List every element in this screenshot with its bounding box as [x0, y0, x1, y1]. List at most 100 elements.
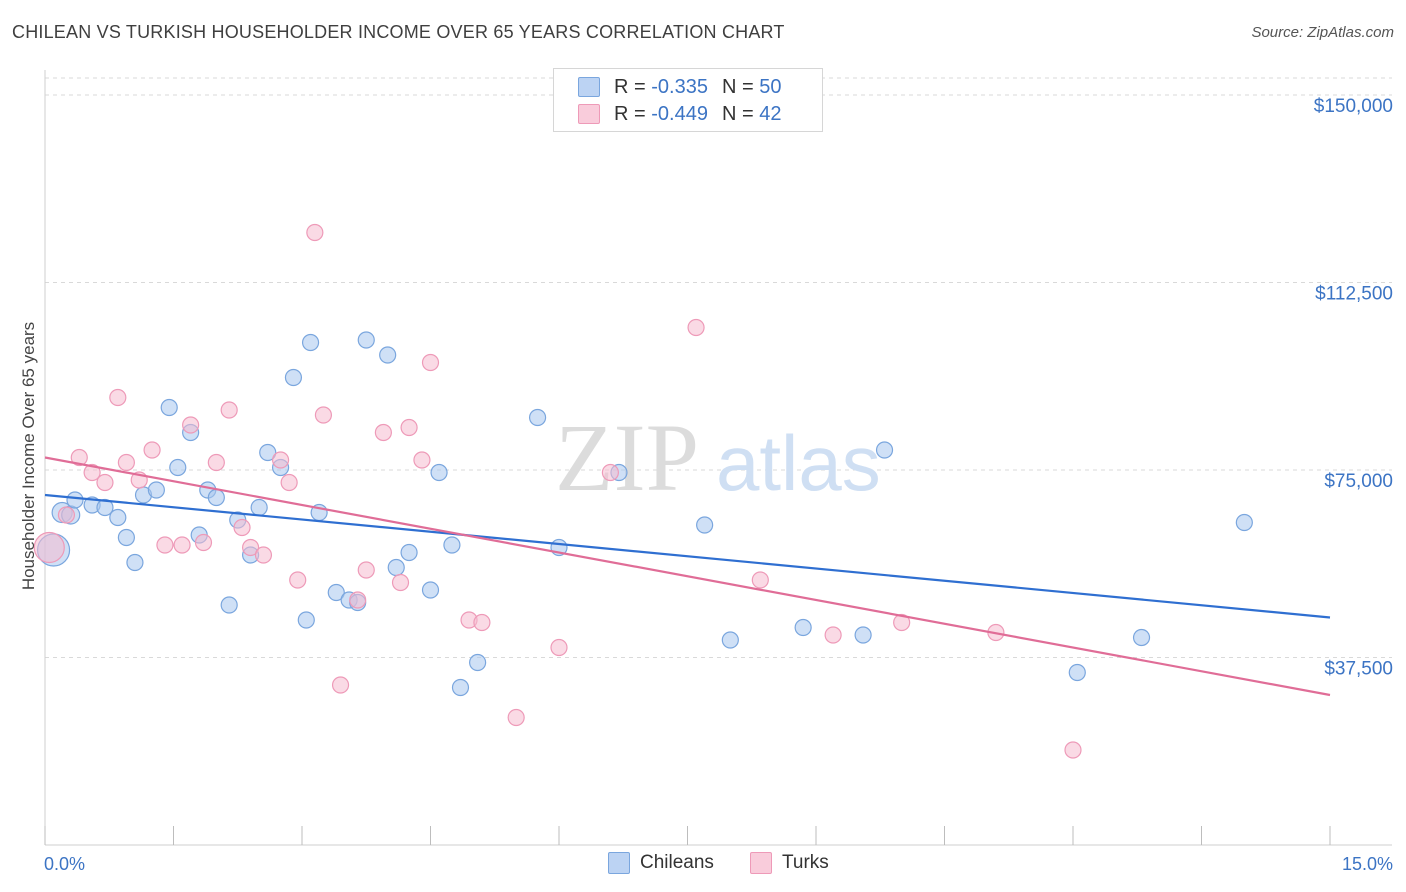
legend-r-label: R = — [614, 75, 646, 98]
chilean-point — [250, 498, 268, 517]
turk-point — [824, 626, 842, 644]
turk-point — [421, 353, 440, 372]
turk-point — [1064, 741, 1082, 759]
watermark-atlas: atlas — [716, 419, 881, 507]
turk-point — [280, 473, 298, 492]
watermark-zip: ZIP — [555, 404, 699, 511]
legend-n-value: 50 — [759, 75, 782, 98]
trend-lines — [44, 456, 1331, 697]
chilean-point — [794, 618, 812, 637]
source-label: Source: ZipAtlas.com — [1251, 24, 1394, 41]
turk-point — [314, 406, 333, 424]
turk-point — [96, 473, 114, 492]
turk-point — [173, 536, 191, 554]
legend-item-chileans[interactable]: Chileans — [608, 851, 714, 875]
chilean-point — [1235, 513, 1253, 532]
turk-point — [207, 453, 225, 472]
y-tick-label: $112,500 — [1315, 284, 1393, 305]
chileans-trend-line — [44, 493, 1331, 619]
legend-n-label: N = — [721, 75, 754, 98]
y-axis-label: Householder Income Over 65 years — [19, 322, 38, 590]
turk-point — [357, 561, 375, 579]
legend-label-turks: Turks — [782, 852, 829, 873]
legend-n-label: N = — [721, 102, 754, 125]
chilean-point — [284, 368, 303, 387]
legend-r-value: -0.335 — [651, 75, 708, 98]
legend-label-chileans: Chileans — [640, 852, 714, 873]
turk-point — [117, 453, 135, 472]
turks-swatch — [578, 104, 600, 124]
chilean-point — [387, 558, 405, 577]
turk-point — [400, 418, 418, 437]
turk-point — [194, 533, 213, 552]
chilean-point — [430, 463, 448, 482]
turk-point — [156, 536, 174, 554]
chilean-point — [169, 458, 187, 477]
chilean-point — [66, 491, 84, 509]
chilean-point — [220, 596, 238, 614]
data-points — [33, 223, 1253, 759]
chilean-point — [421, 581, 440, 599]
chilean-point — [696, 516, 714, 534]
turk-point — [289, 571, 307, 589]
chilean-point — [1132, 628, 1151, 647]
turk-point — [687, 318, 705, 337]
turk-point — [349, 591, 367, 609]
chilean-point — [379, 346, 397, 364]
chilean-point — [109, 508, 127, 527]
turk-point — [109, 388, 127, 407]
chilean-point — [126, 553, 144, 572]
turk-point — [33, 531, 65, 564]
chilean-point — [528, 408, 547, 427]
chilean-point — [297, 611, 315, 629]
watermark: ZIP atlas — [555, 404, 881, 511]
y-tick-label: $37,500 — [1324, 659, 1393, 680]
chilean-point — [721, 631, 739, 649]
turk-point — [83, 463, 101, 482]
chilean-point — [96, 498, 114, 517]
chilean-point — [160, 398, 178, 417]
chilean-point — [443, 536, 461, 554]
turk-point — [143, 441, 161, 459]
turks-trend-line — [44, 456, 1331, 697]
chilean-point — [327, 583, 345, 602]
tick-labels: $37,500 $75,000 $112,500 $150,000 0.0% 15.0% — [44, 96, 1393, 874]
turk-point — [254, 546, 273, 564]
chileans-swatch — [608, 852, 630, 874]
turk-point — [893, 613, 911, 632]
y-tick-label: $75,000 — [1324, 471, 1393, 492]
x-tick-label-max: 15.0% — [1342, 854, 1393, 874]
chilean-point — [451, 678, 470, 697]
turk-point — [374, 423, 392, 442]
legend-item-turks[interactable]: Turks — [750, 851, 829, 875]
chilean-point — [875, 441, 894, 459]
legend-r-value: -0.449 — [651, 102, 708, 125]
chilean-point — [400, 543, 418, 562]
turk-point — [601, 463, 620, 482]
legend-row-chileans: R = -0.335 N = 50 — [578, 74, 781, 100]
turk-point — [306, 223, 324, 242]
turk-point — [182, 416, 200, 434]
turk-point — [473, 613, 491, 632]
correlation-legend: R = -0.335 N = 50 R = -0.449 N = 42 — [553, 68, 823, 132]
chilean-point — [207, 488, 225, 507]
turk-point — [507, 708, 525, 727]
legend-r-label: R = — [614, 102, 646, 125]
turk-point — [413, 451, 431, 469]
legend-row-turks: R = -0.449 N = 42 — [578, 101, 781, 127]
chilean-point — [259, 443, 277, 462]
turk-point — [331, 676, 350, 694]
y-tick-label: $150,000 — [1314, 96, 1393, 117]
chilean-point — [117, 528, 135, 547]
chilean-point — [854, 626, 872, 644]
turk-point — [271, 451, 290, 469]
chilean-point — [301, 333, 320, 352]
chileans-swatch — [578, 77, 600, 97]
turk-point — [751, 571, 769, 589]
turk-point — [242, 538, 260, 557]
chilean-point — [469, 653, 487, 672]
turk-point — [57, 506, 76, 524]
turks-swatch — [750, 852, 772, 874]
turk-point — [550, 638, 568, 657]
